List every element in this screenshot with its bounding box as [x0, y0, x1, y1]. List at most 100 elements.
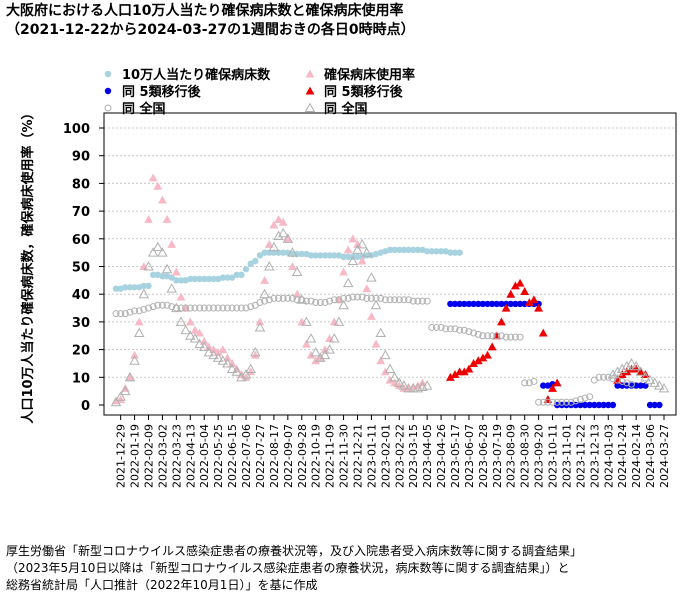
data-point	[437, 323, 445, 331]
data-point	[558, 398, 566, 406]
legend-label: 同 5類移行後	[122, 84, 202, 100]
data-point	[391, 246, 398, 254]
data-point	[414, 297, 422, 305]
data-point	[254, 322, 266, 332]
data-point	[473, 356, 483, 365]
data-point	[305, 333, 317, 343]
data-point	[510, 281, 520, 290]
data-point	[421, 380, 433, 390]
data-point	[173, 277, 180, 284]
data-point	[460, 326, 468, 334]
data-point	[394, 381, 404, 390]
data-point	[307, 297, 315, 305]
data-point	[269, 220, 279, 229]
data-point	[358, 293, 366, 301]
x-tick-label: 2022-07-06	[240, 424, 253, 488]
data-point	[110, 396, 122, 407]
data-point	[506, 289, 516, 298]
data-point	[612, 366, 623, 376]
data-point	[219, 274, 227, 281]
data-point	[236, 371, 247, 382]
data-point	[654, 380, 665, 390]
data-point	[121, 310, 129, 318]
data-point	[315, 352, 326, 362]
data-point	[544, 398, 552, 406]
data-point	[400, 246, 408, 254]
data-point	[469, 359, 478, 367]
x-tick-label: 2023-12-13	[588, 424, 601, 488]
data-point	[475, 300, 482, 308]
x-tick-label: 2022-11-30	[338, 424, 351, 488]
source-line-3: 総務省統計局「人口推計（2022年10月1日）」を基に作成	[6, 578, 318, 592]
data-point	[635, 366, 647, 376]
data-point	[656, 401, 663, 409]
data-point	[552, 378, 562, 387]
data-point	[321, 252, 329, 259]
data-point	[483, 350, 492, 359]
data-point	[370, 299, 382, 310]
data-point	[133, 327, 145, 337]
data-point	[312, 299, 320, 307]
data-point	[112, 310, 120, 318]
data-point	[187, 275, 194, 283]
data-point	[320, 345, 330, 354]
x-tick-label: 2023-02-22	[393, 424, 406, 488]
data-point	[120, 383, 130, 392]
data-point	[138, 288, 150, 299]
data-point	[298, 250, 305, 258]
data-point	[478, 353, 488, 362]
data-point	[631, 364, 641, 373]
data-point	[474, 330, 482, 338]
data-point	[158, 301, 166, 309]
data-point	[247, 260, 254, 267]
data-point	[282, 233, 294, 243]
data-point	[497, 332, 505, 340]
data-point	[233, 271, 240, 279]
y-tick-label: 90	[72, 150, 90, 165]
data-point	[618, 377, 626, 385]
data-point	[446, 325, 454, 333]
data-point	[210, 275, 217, 283]
data-point	[241, 372, 251, 381]
data-point	[470, 329, 478, 337]
data-point	[302, 297, 310, 305]
x-tick-label: 2022-03-02	[156, 424, 169, 488]
data-point	[238, 271, 245, 279]
x-tick-label: 2024-02-14	[630, 424, 643, 488]
data-point	[600, 373, 608, 381]
x-tick-label: 2023-03-15	[407, 424, 420, 488]
data-point	[549, 398, 557, 406]
data-point	[381, 296, 389, 304]
data-point	[152, 241, 164, 252]
data-point	[171, 267, 181, 276]
data-point	[376, 356, 386, 365]
data-point	[630, 360, 642, 371]
data-point	[451, 249, 459, 256]
data-point	[538, 328, 548, 337]
data-point	[553, 398, 561, 406]
x-tick-label: 2022-02-09	[143, 424, 156, 488]
data-point	[423, 248, 431, 255]
data-point	[646, 401, 654, 409]
data-point	[195, 328, 204, 337]
x-tick-label: 2023-01-11	[365, 424, 378, 488]
data-point	[321, 299, 329, 307]
data-point	[391, 296, 399, 304]
data-point	[637, 382, 644, 389]
data-point	[205, 275, 213, 283]
data-point	[144, 215, 153, 223]
data-point	[252, 257, 259, 265]
data-point	[367, 311, 376, 320]
data-point	[347, 255, 359, 265]
data-point	[335, 296, 343, 304]
data-point	[161, 263, 173, 274]
data-point	[213, 347, 223, 356]
data-point	[581, 401, 589, 409]
series-0	[112, 246, 463, 292]
data-point	[442, 325, 450, 333]
data-point	[502, 333, 510, 341]
data-point	[162, 215, 172, 223]
data-point	[649, 377, 660, 387]
data-point	[250, 346, 261, 357]
data-point	[605, 401, 612, 409]
